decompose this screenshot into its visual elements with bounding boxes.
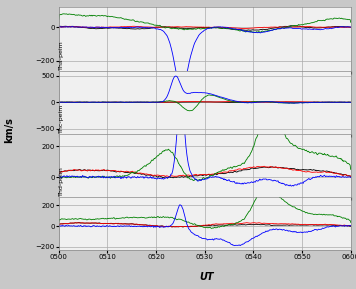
Text: Tha-peim: Tha-peim [59, 40, 64, 70]
Text: km/s: km/s [4, 117, 14, 143]
Text: Thc-peim: Thc-peim [59, 103, 64, 133]
Text: UT: UT [199, 272, 214, 282]
Text: Thd-peim: Thd-peim [59, 166, 64, 196]
